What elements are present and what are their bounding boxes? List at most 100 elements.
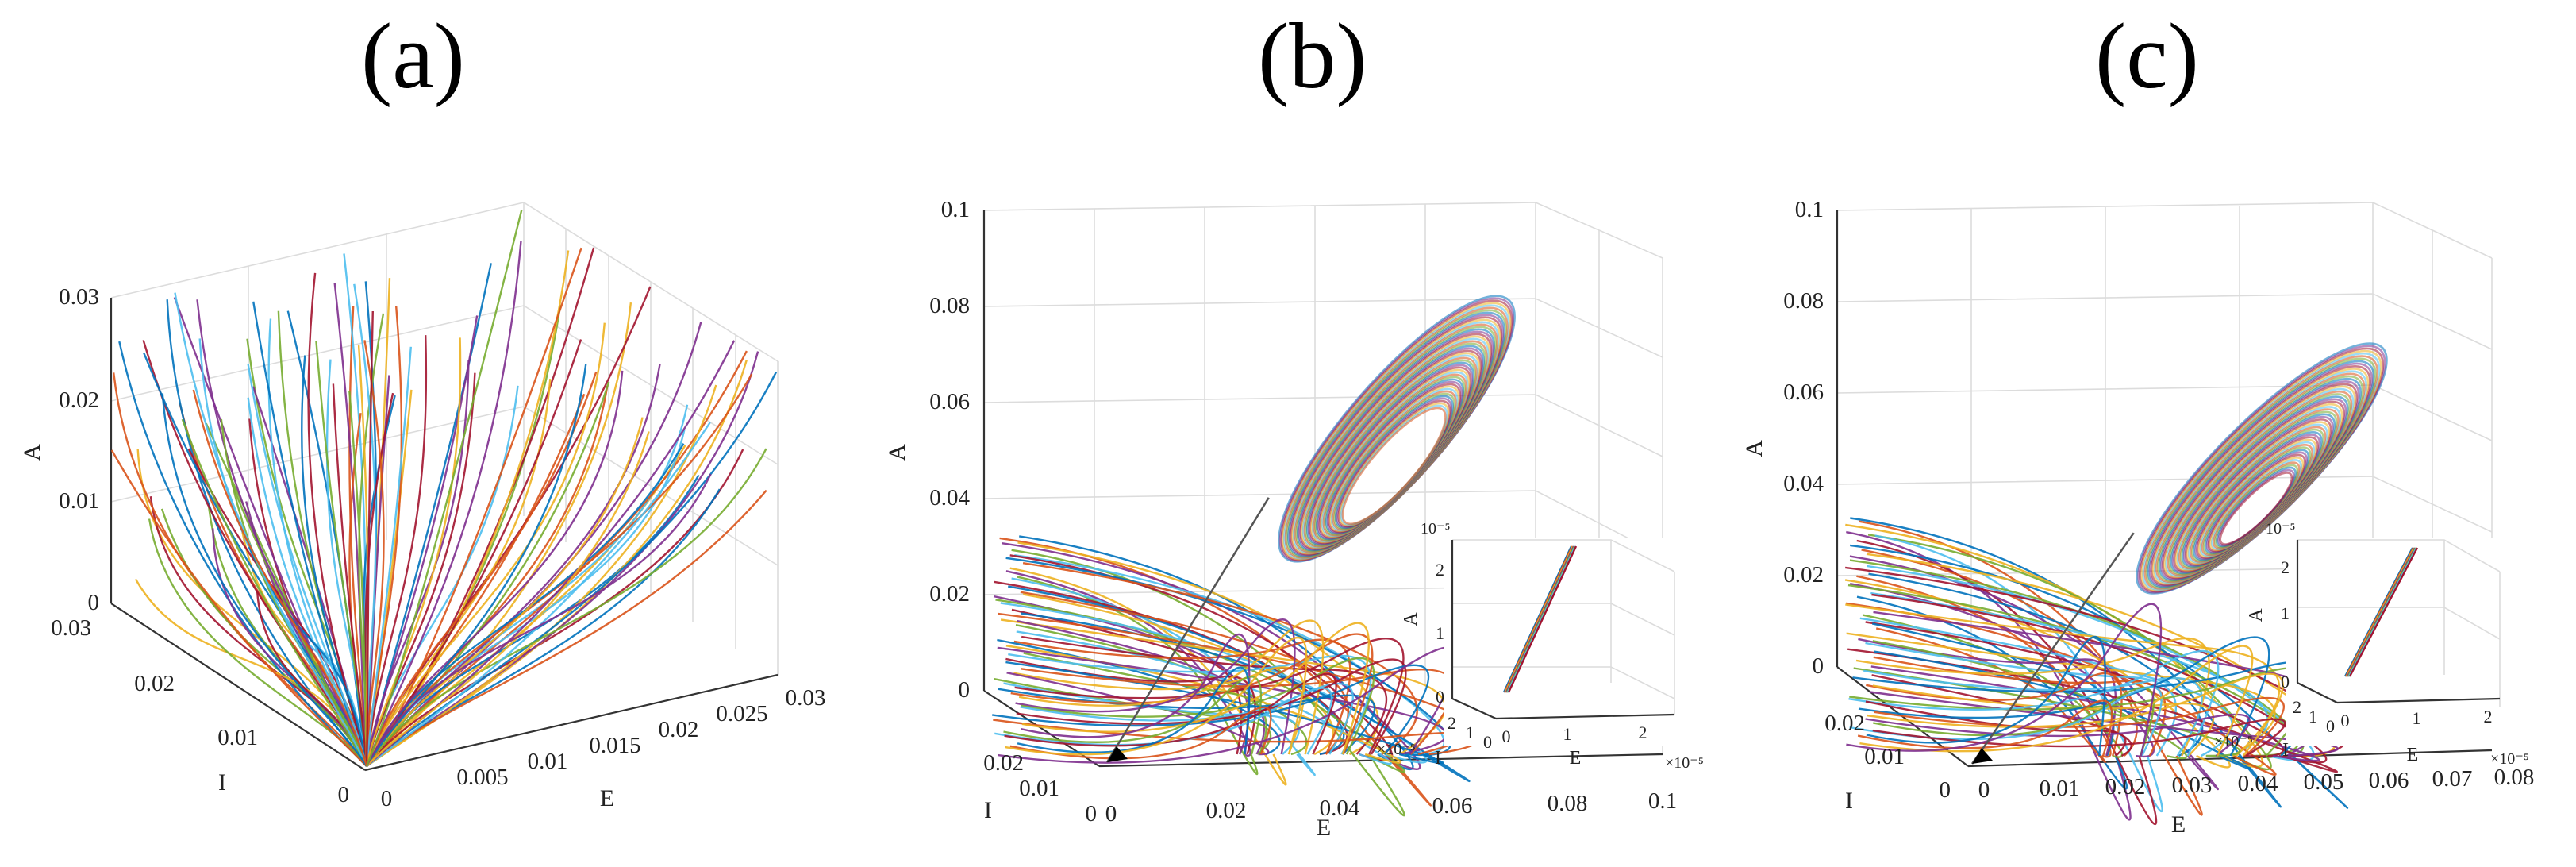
panel-c: 0 0.02 0.04 0.06 0.08 0.1 A 0.02 0.01 0 … — [1741, 197, 2534, 838]
c-tick-i-1: 0.01 — [1864, 744, 1905, 769]
trajectory-sheet — [1863, 669, 2203, 757]
panel-c-inset: 2 1 0 A 10⁻⁵ 2 1 0 I ×10⁻⁵ 0 1 2 E ×10⁻⁵ — [2214, 520, 2529, 768]
a-tick-e-2: 0.01 — [528, 749, 568, 774]
b-inset-exponent-e: ×10⁻⁵ — [1665, 754, 1704, 772]
c-inset-tick-i-0: 0 — [2326, 716, 2335, 736]
c-inset-tick-i-1: 1 — [2309, 707, 2317, 726]
trajectory-sheet — [994, 687, 1333, 755]
trajectory-sheet — [1867, 672, 2284, 757]
trajectory-a — [365, 364, 587, 767]
inset-trajectory — [1507, 545, 1578, 693]
trajectory-a — [365, 337, 462, 767]
b-tick-e-2: 0.04 — [1320, 796, 1360, 821]
a-tick-i-1: 0.01 — [217, 725, 258, 750]
trajectory-a — [365, 443, 685, 767]
panel-a-ticks: 0 0.01 0.02 0.03 A 0.03 0.02 0.01 0 I 0 … — [19, 284, 825, 811]
b-tick-e-5: 0.1 — [1648, 788, 1677, 814]
trajectory-a — [160, 508, 368, 767]
c-inset-tick-a-1: 1 — [2281, 603, 2290, 623]
trajectory-sheet — [1866, 635, 2106, 757]
c-inset-exponent-a: 10⁻⁵ — [2266, 520, 2296, 538]
a-tick-a-0: 0 — [88, 590, 100, 615]
c-tick-a-1: 0.02 — [1783, 562, 1824, 588]
c-tick-e-8: 0.08 — [2494, 765, 2535, 790]
trajectory-sheet — [1857, 699, 2113, 757]
trajectory-a — [365, 371, 598, 767]
b-tick-a-3: 0.06 — [929, 389, 970, 414]
b-inset-exponent-i: ×10⁻⁵ — [1377, 741, 1416, 758]
trajectory-a — [365, 310, 374, 767]
trajectory-sheet — [1874, 696, 2286, 757]
a-axis-label-a: A — [19, 444, 45, 461]
b-tick-i-0: 0 — [1086, 801, 1098, 827]
trajectory-sheet — [1017, 666, 1251, 755]
a-tick-e-4: 0.02 — [659, 717, 699, 742]
c-tick-i-2: 0.02 — [1824, 711, 1865, 736]
c-inset-exponent-e: ×10⁻⁵ — [2490, 750, 2529, 768]
a-axis-label-e: E — [600, 785, 614, 811]
panel-b-ticks: 0 0.02 0.04 0.06 0.08 0.1 A 0.02 0.01 0 … — [884, 197, 1677, 841]
c-inset-tick-a-0: 0 — [2281, 672, 2290, 692]
a-tick-i-3: 0.03 — [51, 615, 91, 641]
trajectory-sheet — [1015, 618, 1296, 755]
b-inset-tick-e-0: 0 — [1502, 726, 1511, 746]
b-inset-tick-a-0: 0 — [1436, 687, 1444, 707]
c-tick-i-0: 0 — [1940, 777, 1951, 803]
trajectory-a — [174, 292, 368, 767]
trajectory-sheet — [1003, 676, 1263, 755]
trajectory-approach — [1105, 497, 1270, 763]
trajectory-sheet — [1849, 559, 2305, 758]
trajectory-loop — [1341, 407, 1447, 526]
trajectory-a — [181, 418, 368, 767]
trajectory-loop — [2219, 472, 2293, 545]
inset-trajectory — [2348, 547, 2419, 677]
b-tick-e-3: 0.06 — [1432, 793, 1473, 819]
b-inset-exponent-a: 10⁻⁵ — [1421, 520, 1451, 538]
trajectory-sheet — [1846, 603, 2163, 757]
trajectory-a — [366, 431, 650, 767]
c-inset-axis-label-e: E — [2407, 745, 2419, 765]
trajectory-sheet — [1021, 633, 1251, 755]
c-axis-label-e: E — [2171, 811, 2186, 838]
trajectory-sheet — [1865, 700, 2127, 757]
trajectory-approach — [1970, 532, 2135, 765]
b-tick-a-2: 0.04 — [929, 485, 970, 511]
panel-b-inset: 2 1 0 A 10⁻⁵ 2 1 0 I ×10⁻⁵ 0 1 2 E ×10⁻⁵ — [1377, 520, 1704, 772]
trajectory-a — [365, 473, 712, 767]
trajectory-sheet — [1858, 636, 2270, 757]
c-tick-a-5: 0.1 — [1795, 197, 1824, 222]
panel-a: 0 0.01 0.02 0.03 A 0.03 0.02 0.01 0 I 0 … — [19, 202, 825, 811]
panel-c-label: (c) — [2095, 4, 2199, 108]
b-axis-label-i: I — [984, 797, 992, 823]
trajectory-a — [192, 389, 368, 767]
a-tick-e-6: 0.03 — [786, 685, 826, 711]
trajectory-sheet — [1859, 520, 2203, 816]
c-tick-a-2: 0.04 — [1783, 471, 1824, 496]
b-tick-i-1: 0.01 — [1019, 776, 1059, 801]
trajectory-a — [365, 241, 522, 767]
trajectory-a — [307, 272, 368, 767]
origin-arrow — [1972, 748, 1993, 764]
trajectory-sheet — [1859, 617, 2233, 757]
trajectory-sheet — [1855, 637, 2210, 757]
c-axis-label-a: A — [1741, 440, 1767, 457]
a-tick-a-3: 0.03 — [59, 284, 99, 310]
c-tick-e-4: 0.04 — [2238, 771, 2278, 796]
trajectory-sheet — [1009, 567, 1287, 786]
trajectory-a — [348, 391, 368, 767]
panel-a-trajectories — [110, 210, 778, 767]
trajectory-a — [366, 422, 711, 767]
trajectory-a — [365, 346, 412, 767]
panel-b-label: (b) — [1258, 4, 1367, 108]
a-tick-a-2: 0.02 — [59, 387, 99, 413]
c-axis-label-i: I — [1845, 788, 1853, 814]
trajectory-sheet — [994, 677, 1272, 755]
b-inset-tick-i-1: 1 — [1466, 722, 1474, 742]
trajectory-sheet — [1009, 706, 1272, 760]
trajectory-a — [365, 417, 644, 767]
a-tick-a-1: 0.01 — [59, 488, 99, 514]
trajectory-a — [366, 372, 778, 767]
b-inset-tick-a-1: 1 — [1436, 623, 1444, 643]
b-inset-axis-label-a: A — [1401, 612, 1421, 626]
c-tick-e-0: 0 — [1978, 777, 1990, 803]
